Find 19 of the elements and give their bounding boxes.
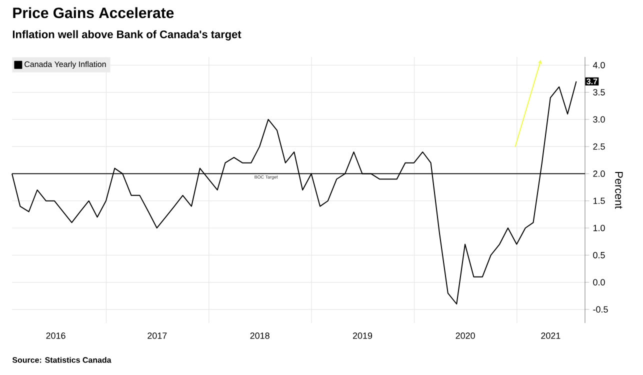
y-tick-label: -0.5: [593, 306, 608, 313]
x-tick-label: 2021: [541, 332, 560, 339]
x-tick-label: 2016: [46, 332, 66, 339]
y-tick-label: 3.5: [593, 89, 605, 96]
chart-subtitle: Inflation well above Bank of Canada's target: [12, 30, 242, 40]
y-tick-label: 2.0: [593, 170, 605, 177]
y-axis-title: Percent: [615, 172, 623, 209]
y-tick-label: 0.0: [593, 279, 605, 286]
y-tick-label: 3.0: [593, 116, 605, 123]
x-tick-label: 2018: [250, 332, 270, 339]
x-tick-label: 2017: [148, 332, 167, 339]
y-tick-label: 0.5: [593, 252, 605, 258]
y-tick-label: 2.5: [593, 143, 605, 150]
y-tick-label: 1.5: [593, 198, 605, 204]
y-tick-label: 4.0: [592, 62, 605, 68]
y-tick-label: 1.0: [593, 224, 605, 232]
x-tick-label: 2019: [352, 332, 372, 339]
x-tick-label: 2020: [456, 332, 475, 339]
chart-title: Price Gains Accelerate: [13, 7, 174, 18]
